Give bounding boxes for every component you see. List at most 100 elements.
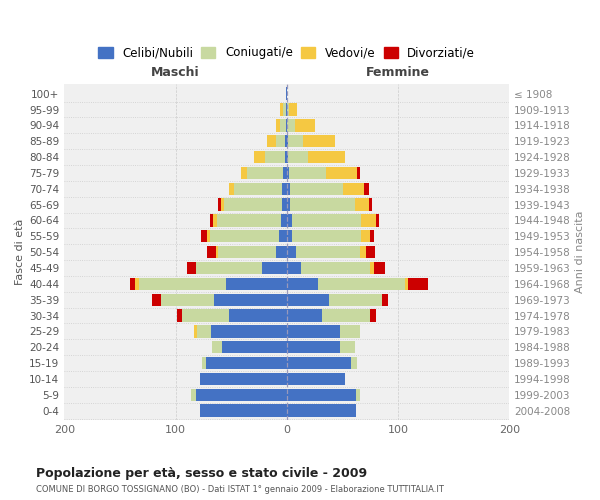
Bar xyxy=(408,278,428,290)
Bar xyxy=(284,135,287,147)
Bar xyxy=(292,230,361,242)
Bar xyxy=(289,166,326,179)
Bar xyxy=(224,198,283,211)
Bar xyxy=(206,246,215,258)
Bar xyxy=(361,214,376,226)
Bar xyxy=(288,151,308,163)
Bar xyxy=(376,214,379,226)
Bar xyxy=(215,246,218,258)
Bar xyxy=(287,341,340,353)
Bar xyxy=(221,198,224,211)
Bar xyxy=(366,246,374,258)
Bar xyxy=(287,104,289,116)
Bar xyxy=(130,278,136,290)
Bar xyxy=(288,135,304,147)
Bar xyxy=(364,182,369,195)
Bar xyxy=(370,310,376,322)
Bar xyxy=(287,182,290,195)
Bar xyxy=(182,310,229,322)
Bar xyxy=(287,119,295,132)
Bar xyxy=(241,166,247,179)
Bar xyxy=(287,230,292,242)
Bar xyxy=(287,404,356,417)
Bar xyxy=(197,325,211,338)
Bar xyxy=(351,357,357,370)
Bar xyxy=(356,388,360,401)
Bar xyxy=(404,278,408,290)
Bar xyxy=(340,325,360,338)
Bar xyxy=(210,230,279,242)
Bar xyxy=(287,166,289,179)
Bar xyxy=(361,230,370,242)
Bar xyxy=(318,278,404,290)
Text: COMUNE DI BORGO TOSSIGNANO (BO) - Dati ISTAT 1° gennaio 2009 - Elaborazione TUTT: COMUNE DI BORGO TOSSIGNANO (BO) - Dati I… xyxy=(36,485,444,494)
Bar xyxy=(343,182,364,195)
Bar xyxy=(196,262,262,274)
Bar xyxy=(290,198,355,211)
Bar xyxy=(382,294,388,306)
Bar xyxy=(355,198,369,211)
Bar xyxy=(265,151,284,163)
Bar xyxy=(194,325,197,338)
Bar xyxy=(187,262,196,274)
Bar xyxy=(287,262,301,274)
Bar xyxy=(200,373,287,385)
Bar xyxy=(218,198,221,211)
Text: Popolazione per età, sesso e stato civile - 2009: Popolazione per età, sesso e stato civil… xyxy=(36,468,367,480)
Bar xyxy=(229,182,235,195)
Bar xyxy=(295,119,314,132)
Bar xyxy=(235,182,283,195)
Bar xyxy=(254,151,265,163)
Bar xyxy=(322,310,370,322)
Bar xyxy=(374,262,385,274)
Bar xyxy=(247,166,283,179)
Bar xyxy=(275,135,284,147)
Bar xyxy=(281,214,287,226)
Bar xyxy=(370,230,374,242)
Bar xyxy=(275,119,280,132)
Bar xyxy=(229,310,287,322)
Bar xyxy=(287,357,351,370)
Bar xyxy=(329,294,382,306)
Bar xyxy=(217,214,281,226)
Bar xyxy=(357,166,360,179)
Y-axis label: Anni di nascita: Anni di nascita xyxy=(575,211,585,294)
Bar xyxy=(176,310,182,322)
Bar xyxy=(283,198,287,211)
Bar xyxy=(290,182,343,195)
Bar xyxy=(287,151,288,163)
Bar xyxy=(286,104,287,116)
Bar xyxy=(202,357,206,370)
Bar xyxy=(206,357,287,370)
Bar xyxy=(226,278,287,290)
Bar xyxy=(283,104,286,116)
Bar xyxy=(287,310,322,322)
Bar xyxy=(136,278,139,290)
Bar xyxy=(284,151,287,163)
Bar xyxy=(222,341,287,353)
Bar xyxy=(287,246,296,258)
Bar xyxy=(206,230,210,242)
Bar xyxy=(287,294,329,306)
Legend: Celibi/Nubili, Coniugati/e, Vedovi/e, Divorziati/e: Celibi/Nubili, Coniugati/e, Vedovi/e, Di… xyxy=(98,46,475,60)
Bar xyxy=(296,246,360,258)
Bar xyxy=(191,388,196,401)
Bar xyxy=(196,388,287,401)
Bar xyxy=(280,104,283,116)
Bar xyxy=(211,325,287,338)
Bar xyxy=(369,198,373,211)
Bar xyxy=(287,278,318,290)
Bar xyxy=(286,119,287,132)
Bar xyxy=(262,262,287,274)
Bar xyxy=(301,262,370,274)
Bar xyxy=(267,135,275,147)
Bar xyxy=(287,135,288,147)
Bar xyxy=(218,246,275,258)
Bar xyxy=(283,182,287,195)
Bar xyxy=(340,341,355,353)
Bar xyxy=(287,198,290,211)
Bar xyxy=(360,246,366,258)
Bar xyxy=(292,214,361,226)
Bar xyxy=(283,166,287,179)
Bar xyxy=(308,151,344,163)
